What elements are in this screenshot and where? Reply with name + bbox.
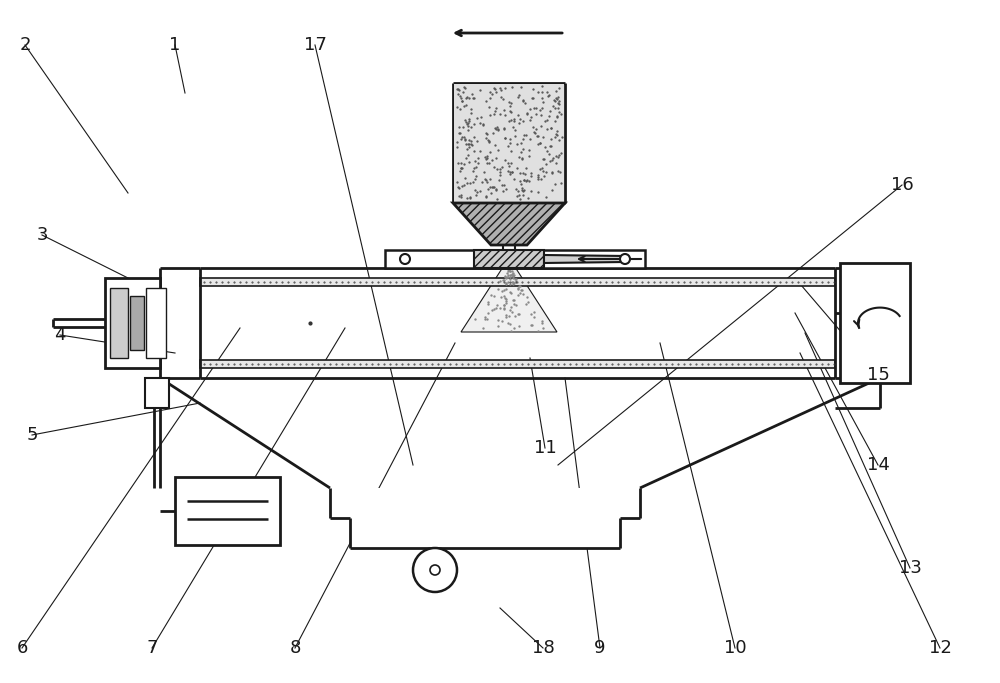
- Bar: [454, 84, 564, 202]
- Bar: [840, 263, 910, 383]
- Text: 7: 7: [146, 639, 158, 657]
- Text: 13: 13: [899, 559, 921, 577]
- Bar: [385, 250, 645, 268]
- Text: 11: 11: [534, 439, 556, 457]
- Text: 12: 12: [929, 639, 951, 657]
- Bar: [175, 477, 280, 545]
- Bar: [110, 288, 128, 358]
- Polygon shape: [544, 255, 625, 263]
- Bar: [130, 296, 144, 350]
- Text: 4: 4: [54, 326, 66, 344]
- Bar: [200, 360, 835, 368]
- Text: 8: 8: [289, 639, 301, 657]
- Text: 18: 18: [532, 639, 554, 657]
- Bar: [145, 378, 169, 408]
- Text: 16: 16: [891, 176, 913, 194]
- Text: 6: 6: [16, 639, 28, 657]
- Text: 10: 10: [724, 639, 746, 657]
- Circle shape: [620, 254, 630, 264]
- Polygon shape: [461, 267, 557, 332]
- Text: 1: 1: [169, 36, 181, 54]
- Text: 2: 2: [19, 36, 31, 54]
- Circle shape: [430, 565, 440, 575]
- Polygon shape: [330, 488, 640, 548]
- Text: 17: 17: [304, 36, 326, 54]
- Polygon shape: [453, 203, 565, 245]
- Bar: [474, 250, 544, 268]
- Circle shape: [400, 254, 410, 264]
- Bar: [146, 288, 166, 358]
- Text: 15: 15: [867, 366, 889, 384]
- Circle shape: [413, 548, 457, 592]
- Text: 14: 14: [867, 456, 889, 474]
- Text: 9: 9: [594, 639, 606, 657]
- Text: 3: 3: [36, 226, 48, 244]
- Text: 5: 5: [26, 426, 38, 444]
- Bar: [105, 278, 160, 368]
- Bar: [200, 278, 835, 286]
